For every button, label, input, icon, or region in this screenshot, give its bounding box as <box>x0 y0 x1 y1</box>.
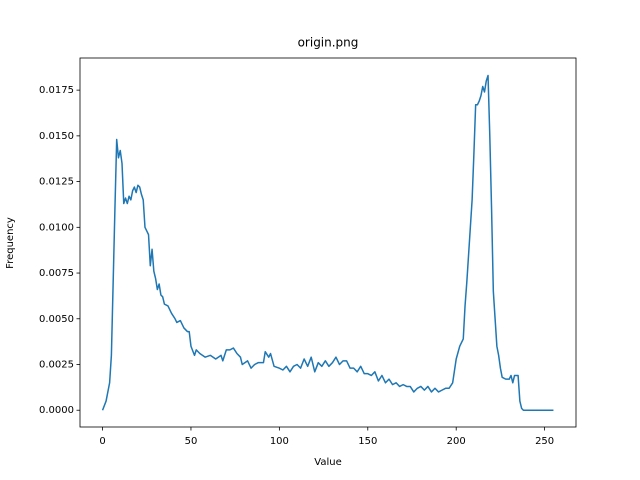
y-tick-label: 0.0050 <box>39 314 74 325</box>
x-tick-label: 100 <box>270 436 289 447</box>
y-tick-label: 0.0125 <box>39 177 74 188</box>
x-axis-label: Value <box>314 457 341 468</box>
x-tick-label: 0 <box>99 436 105 447</box>
y-tick-label: 0.0025 <box>39 360 74 371</box>
data-line <box>101 74 554 411</box>
x-tick-label: 250 <box>535 436 554 447</box>
plot-frame <box>79 57 577 428</box>
x-tick-label: 200 <box>447 436 466 447</box>
x-tick-label: 150 <box>358 436 377 447</box>
x-tick-label: 50 <box>185 436 198 447</box>
y-tick-label: 0.0100 <box>39 222 74 233</box>
y-tick-label: 0.0000 <box>39 405 74 416</box>
y-tick-label: 0.0175 <box>39 85 74 96</box>
y-tick-label: 0.0075 <box>39 268 74 279</box>
y-axis-label: Frequency <box>5 217 16 269</box>
y-tick-label: 0.0150 <box>39 131 74 142</box>
chart-title: origin.png <box>298 36 359 50</box>
